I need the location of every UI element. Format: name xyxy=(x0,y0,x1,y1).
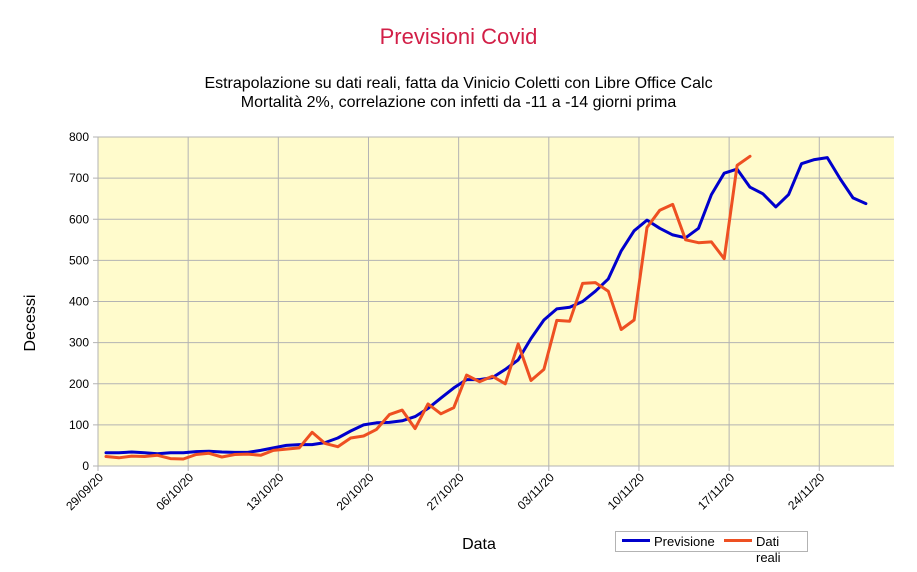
x-tick-label: 17/11/20 xyxy=(695,470,738,513)
x-tick-label: 27/10/20 xyxy=(424,470,467,513)
chart-subtitle-line-2: Mortalità 2%, correlazione con infetti d… xyxy=(240,94,677,111)
x-tick-label: 10/11/20 xyxy=(605,470,648,513)
x-tick-label: 20/10/20 xyxy=(334,470,377,513)
series-line-dati-reali xyxy=(104,154,752,461)
y-axis-label: Decessi xyxy=(22,295,39,352)
x-tick-label: 03/11/20 xyxy=(515,470,558,513)
y-tick-label: 0 xyxy=(82,459,89,473)
y-tick-label: 100 xyxy=(69,418,89,432)
y-tick-label: 600 xyxy=(69,212,89,226)
x-tick-labels: 29/09/20 06/10/20 13/10/20 20/10/20 27/10/20… xyxy=(63,470,827,513)
x-gridlines xyxy=(97,137,820,471)
y-tick-label: 500 xyxy=(69,253,89,267)
x-tick-label: 13/10/20 xyxy=(244,470,287,513)
legend: Previsione Dati reali xyxy=(615,531,808,565)
x-tick-label: 06/10/20 xyxy=(153,470,196,513)
legend-swatch-dati-reali xyxy=(724,539,752,542)
legend-swatch-previsione xyxy=(622,539,650,542)
y-tick-label: 800 xyxy=(69,130,89,144)
x-axis-label: Data xyxy=(462,536,496,553)
y-gridlines xyxy=(93,136,894,467)
y-tick-label: 200 xyxy=(69,377,89,391)
y-tick-label: 700 xyxy=(69,171,89,185)
y-tick-labels: 0 100 200 300 400 500 600 700 800 xyxy=(69,130,89,473)
series-lines xyxy=(104,154,868,461)
chart-subtitle-line-1: Estrapolazione su dati reali, fatta da V… xyxy=(204,75,713,92)
y-tick-label: 400 xyxy=(69,295,89,309)
chart-title: Previsioni Covid xyxy=(379,24,538,49)
y-tick-label: 300 xyxy=(69,336,89,350)
legend-label-dati-reali: Dati reali xyxy=(756,534,781,565)
x-tick-label: 29/09/20 xyxy=(63,470,106,513)
legend-label-previsione: Previsione xyxy=(654,534,715,549)
x-tick-label: 24/11/20 xyxy=(785,470,828,513)
